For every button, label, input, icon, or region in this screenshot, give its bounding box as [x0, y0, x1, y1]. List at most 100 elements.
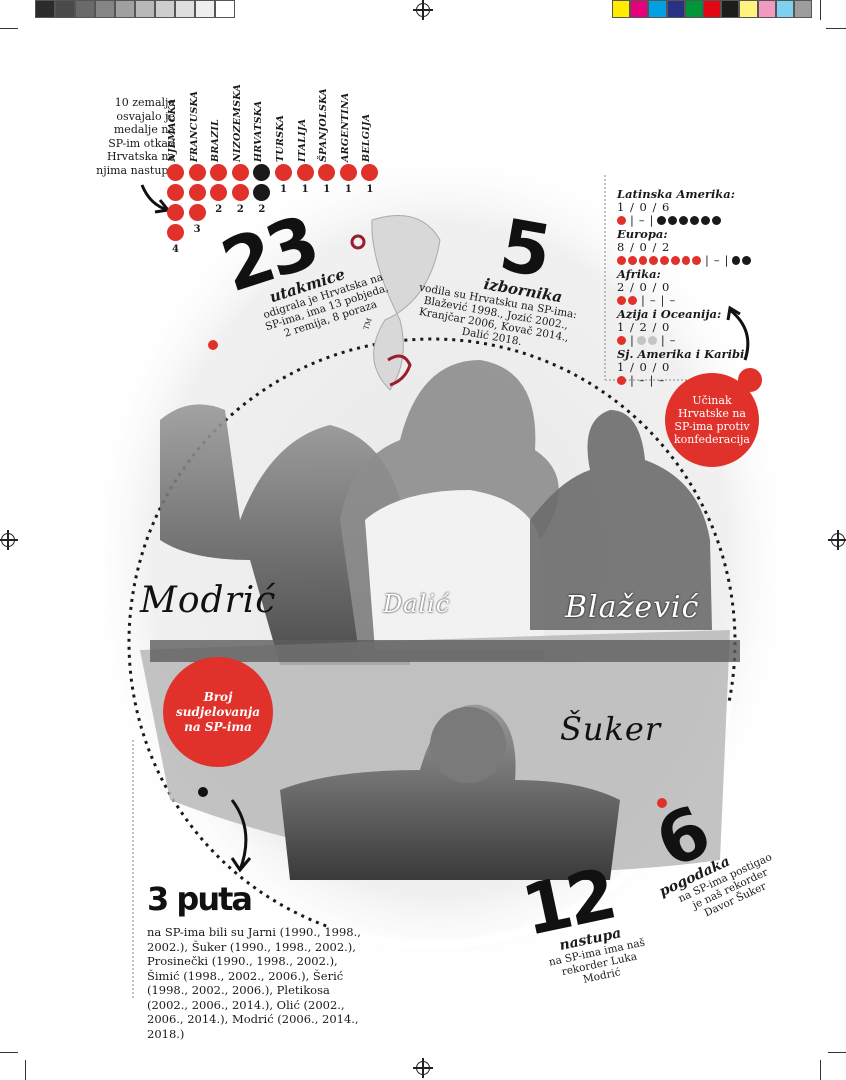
crop-mark	[820, 1060, 821, 1080]
country-label: HRVATSKA	[253, 100, 265, 162]
grey-swatch	[215, 0, 235, 18]
medal-dot	[296, 164, 314, 181]
color-swatch	[775, 0, 794, 18]
result-dot	[628, 296, 637, 305]
result-dot	[656, 216, 666, 225]
result-dot	[617, 216, 626, 225]
grey-swatch	[175, 0, 195, 18]
separator: –	[638, 213, 645, 227]
medals-intro: 10 zemalja osvajalo je medalje na SP-im …	[96, 96, 175, 177]
separator: –	[649, 293, 656, 307]
color-swatch	[612, 0, 631, 18]
separator: |	[660, 333, 665, 347]
separator: –	[713, 253, 720, 267]
separator: |	[705, 253, 709, 267]
medal-dot	[188, 184, 206, 201]
result-dot	[711, 216, 721, 225]
country-label: NJEMAČKA	[167, 98, 178, 162]
country-label: BRAZIL	[210, 118, 222, 162]
medal-count: 4	[172, 244, 179, 255]
crop-mark	[25, 1060, 26, 1080]
grey-swatch	[95, 0, 115, 18]
result-dot	[617, 256, 626, 265]
grey-swatch	[55, 0, 75, 18]
medal-count: 2	[258, 204, 266, 215]
confederation-score: 2 / 0 / 0	[617, 280, 671, 294]
separator: –	[669, 293, 676, 307]
result-dot	[660, 256, 669, 265]
crop-mark	[826, 28, 846, 29]
color-swatch	[739, 0, 758, 18]
suker-photo	[280, 704, 620, 880]
result-dots: | – | –	[617, 294, 752, 307]
result-dots: | – | –	[617, 374, 752, 387]
result-dot	[742, 256, 751, 265]
caption-text: Učinak Hrvatske na SP-ima protiv konfede…	[674, 394, 750, 446]
result-dot	[681, 256, 691, 265]
medal-dot	[210, 164, 228, 181]
separator: |	[630, 213, 634, 227]
result-dot	[692, 256, 701, 265]
result-dots: | – |	[617, 254, 752, 267]
medal-dot	[167, 224, 184, 241]
separator: –	[669, 333, 676, 347]
confederation-item: Europa: 8 / 0 / 2 | – |	[617, 228, 752, 267]
medal-dot	[318, 164, 336, 181]
medal-count: 2	[215, 204, 223, 215]
color-swatch	[630, 0, 649, 18]
medal-dot	[231, 164, 249, 181]
color-swatch	[703, 0, 722, 18]
confederation-score: 1 / 0 / 6	[617, 200, 671, 214]
separator: |	[649, 213, 654, 227]
accent-dot	[657, 798, 667, 808]
participations-caption: Broj sudjelovanja na SP-ima	[163, 657, 273, 767]
country-label: ARGENTINA	[339, 92, 351, 162]
crop-mark	[0, 1052, 18, 1053]
confederation-item: Latinska Amerika: 1 / 0 / 6 | – |	[617, 188, 752, 227]
country-label: TURSKA	[275, 114, 286, 162]
confederation-item: Afrika: 2 / 0 / 0 | – | –	[617, 268, 752, 307]
medal-dot	[339, 164, 357, 181]
separator: |	[641, 293, 645, 307]
accent-dot	[198, 787, 208, 797]
result-dot	[617, 336, 626, 345]
result-dot	[667, 216, 677, 225]
separator: |	[630, 333, 634, 347]
result-dot	[670, 256, 680, 265]
country-label: NIZOZEMSKA	[231, 83, 243, 162]
arrow-icon	[726, 305, 750, 361]
name-dalic: Dalić	[383, 590, 451, 618]
result-dot	[731, 256, 741, 265]
medal-count: 1	[280, 184, 287, 195]
confederations-caption: Učinak Hrvatske na SP-ima protiv konfede…	[665, 373, 759, 467]
medal-count: 1	[301, 184, 309, 195]
separator: |	[660, 293, 665, 307]
medal-dot	[188, 204, 206, 221]
grey-swatch	[155, 0, 175, 18]
separator: |	[649, 373, 654, 387]
participations-text: na SP-ima bili su Jarni (1990., 1998., 2…	[147, 925, 361, 1041]
color-swatch	[757, 0, 776, 18]
result-dot	[627, 256, 637, 265]
confederation-name: Latinska Amerika:	[617, 187, 735, 201]
registration-mark-icon	[413, 1058, 433, 1078]
result-dot	[689, 216, 699, 225]
result-dot	[700, 216, 710, 225]
separator: |	[724, 253, 729, 267]
medal-count: 1	[344, 184, 352, 195]
grey-swatch	[115, 0, 135, 18]
medal-dot	[231, 184, 249, 201]
country-label: ŠPANJOLSKA	[318, 88, 330, 162]
confederation-score: 1 / 2 / 0	[617, 320, 671, 334]
caption-text: Broj sudjelovanja na SP-ima	[176, 689, 260, 734]
country-label: FRANCUSKA	[188, 90, 200, 162]
result-dots: | | –	[617, 334, 752, 347]
confederations-list: Latinska Amerika: 1 / 0 / 6 | – | Europa: 8 / …	[617, 188, 752, 388]
result-dot	[617, 296, 626, 305]
logo-ribbon	[371, 215, 441, 391]
color-swatch	[684, 0, 703, 18]
medal-count: 1	[323, 184, 331, 195]
medal-dot	[253, 184, 271, 201]
country-label: ITALIJA	[296, 118, 308, 162]
